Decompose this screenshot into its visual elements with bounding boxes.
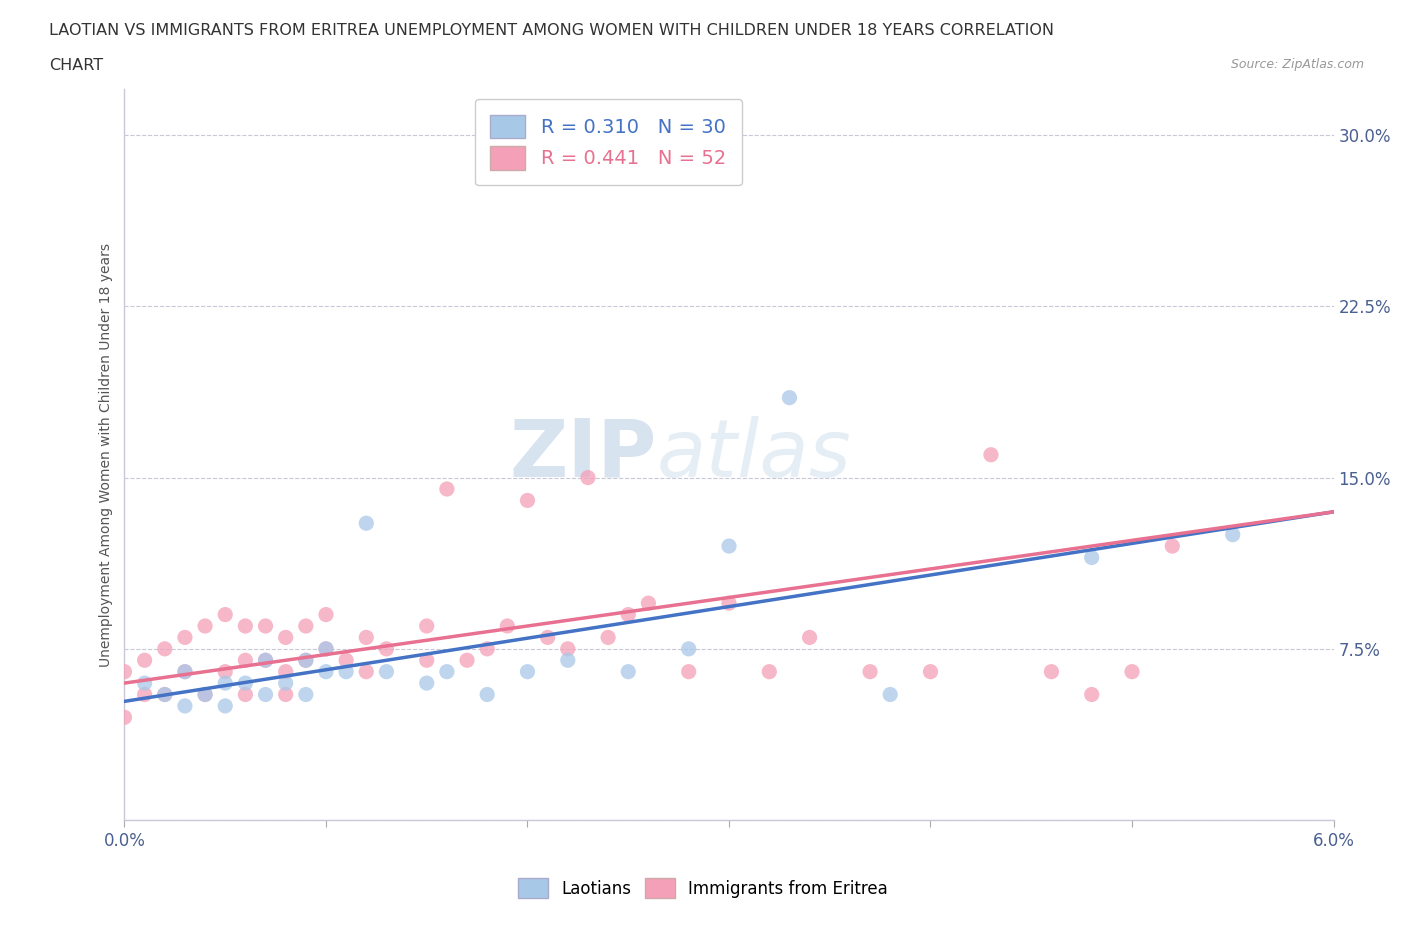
Point xyxy=(134,676,156,691)
Point xyxy=(416,653,439,668)
Point xyxy=(758,664,780,679)
Point xyxy=(717,538,740,553)
Point xyxy=(235,676,257,691)
Point xyxy=(315,642,337,657)
Point xyxy=(174,664,197,679)
Point xyxy=(134,687,156,702)
Point xyxy=(416,676,439,691)
Point xyxy=(557,127,579,142)
Point xyxy=(436,664,458,679)
Point xyxy=(1080,687,1102,702)
Point xyxy=(375,664,398,679)
Point xyxy=(194,687,217,702)
Point xyxy=(153,687,176,702)
Point xyxy=(114,664,136,679)
Point xyxy=(477,687,499,702)
Point xyxy=(436,482,458,497)
Point xyxy=(335,653,357,668)
Point xyxy=(859,664,882,679)
Point xyxy=(557,642,579,657)
Point xyxy=(576,471,599,485)
Point xyxy=(416,618,439,633)
Point xyxy=(799,630,821,644)
Point xyxy=(335,664,357,679)
Point xyxy=(717,596,740,611)
Point xyxy=(778,391,800,405)
Point xyxy=(174,698,197,713)
Point xyxy=(214,607,236,622)
Text: atlas: atlas xyxy=(657,416,851,494)
Point xyxy=(596,630,619,644)
Point xyxy=(356,630,378,644)
Point xyxy=(214,698,236,713)
Point xyxy=(214,664,236,679)
Text: LAOTIAN VS IMMIGRANTS FROM ERITREA UNEMPLOYMENT AMONG WOMEN WITH CHILDREN UNDER : LAOTIAN VS IMMIGRANTS FROM ERITREA UNEMP… xyxy=(49,23,1054,38)
Point xyxy=(477,642,499,657)
Point xyxy=(356,664,378,679)
Point xyxy=(516,664,538,679)
Point xyxy=(235,618,257,633)
Point xyxy=(254,653,277,668)
Point xyxy=(557,653,579,668)
Legend: R = 0.310   N = 30, R = 0.441   N = 52: R = 0.310 N = 30, R = 0.441 N = 52 xyxy=(475,100,741,185)
Point xyxy=(1080,550,1102,565)
Point xyxy=(274,676,297,691)
Point xyxy=(1161,538,1184,553)
Point xyxy=(235,653,257,668)
Point xyxy=(315,642,337,657)
Point xyxy=(678,642,700,657)
Point xyxy=(134,653,156,668)
Point xyxy=(295,653,318,668)
Point xyxy=(174,630,197,644)
Text: ZIP: ZIP xyxy=(509,416,657,494)
Point xyxy=(1040,664,1063,679)
Point xyxy=(274,630,297,644)
Point xyxy=(254,653,277,668)
Point xyxy=(496,618,519,633)
Point xyxy=(617,607,640,622)
Point xyxy=(315,664,337,679)
Point xyxy=(1222,527,1244,542)
Point xyxy=(254,687,277,702)
Point xyxy=(637,596,659,611)
Y-axis label: Unemployment Among Women with Children Under 18 years: Unemployment Among Women with Children U… xyxy=(100,243,114,667)
Point xyxy=(194,687,217,702)
Point xyxy=(174,664,197,679)
Legend: Laotians, Immigrants from Eritrea: Laotians, Immigrants from Eritrea xyxy=(512,871,894,905)
Point xyxy=(153,687,176,702)
Point xyxy=(536,630,558,644)
Point xyxy=(114,710,136,724)
Point xyxy=(295,653,318,668)
Point xyxy=(375,642,398,657)
Point xyxy=(1121,664,1143,679)
Point xyxy=(295,618,318,633)
Point xyxy=(295,687,318,702)
Point xyxy=(456,653,478,668)
Point xyxy=(214,676,236,691)
Point xyxy=(516,493,538,508)
Point xyxy=(617,664,640,679)
Point xyxy=(274,664,297,679)
Point xyxy=(153,642,176,657)
Point xyxy=(254,618,277,633)
Point xyxy=(879,687,901,702)
Point xyxy=(920,664,942,679)
Point xyxy=(274,687,297,702)
Point xyxy=(315,607,337,622)
Point xyxy=(678,664,700,679)
Text: CHART: CHART xyxy=(49,58,103,73)
Point xyxy=(235,687,257,702)
Point xyxy=(356,516,378,531)
Point xyxy=(194,618,217,633)
Text: Source: ZipAtlas.com: Source: ZipAtlas.com xyxy=(1230,58,1364,71)
Point xyxy=(980,447,1002,462)
